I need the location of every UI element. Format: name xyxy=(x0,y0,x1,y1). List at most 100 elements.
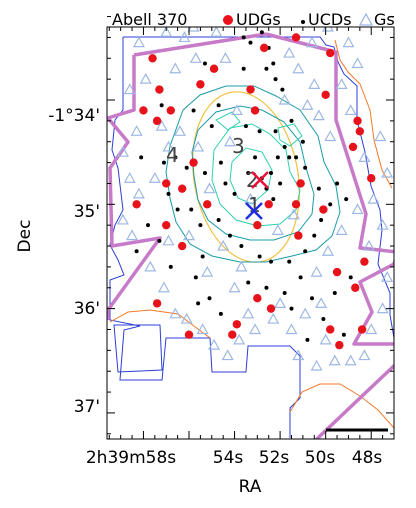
ucd-point xyxy=(280,87,285,92)
gs-point xyxy=(169,307,182,319)
gs-point xyxy=(271,224,284,235)
gs-point xyxy=(342,36,355,48)
orange-contour-top xyxy=(334,39,393,189)
gs-point xyxy=(381,166,394,178)
ucd-point xyxy=(303,249,308,254)
axis-ticks xyxy=(107,16,395,439)
gs-point xyxy=(178,31,191,43)
udg-point xyxy=(264,200,273,209)
x-axis-label: RA xyxy=(239,477,262,497)
ucd-point xyxy=(305,337,310,342)
ucd-point xyxy=(184,165,189,170)
ucd-point xyxy=(193,275,198,280)
udg-point xyxy=(367,174,376,183)
y-tick-label-37: 37' xyxy=(74,397,100,417)
gs-point xyxy=(310,265,323,277)
legend-ucds-marker xyxy=(301,20,305,24)
gs-point xyxy=(292,62,305,74)
gs-point xyxy=(358,151,371,162)
ucd-point xyxy=(191,108,196,113)
udg-point xyxy=(246,85,255,94)
udg-point xyxy=(152,299,162,308)
gs-point xyxy=(223,135,237,147)
ucd-point xyxy=(200,254,205,259)
gs-point xyxy=(187,27,200,32)
gs-point xyxy=(219,52,232,63)
gs-point xyxy=(244,192,257,204)
outer-contour xyxy=(109,36,394,438)
udg-point xyxy=(335,340,344,350)
legend-udgs-marker xyxy=(223,15,233,25)
ucd-point xyxy=(257,254,262,259)
gs-point xyxy=(321,245,334,256)
udg-point xyxy=(319,205,328,214)
ucd-point xyxy=(139,155,144,160)
gs-point xyxy=(235,260,248,272)
ucd-point xyxy=(259,30,264,35)
ucd-point xyxy=(216,103,221,108)
ucd-point xyxy=(246,171,251,176)
gs-point xyxy=(301,98,314,110)
gs-point xyxy=(299,307,312,319)
ucd-point xyxy=(316,186,321,191)
gs-point xyxy=(169,62,182,74)
udg-point xyxy=(321,90,330,99)
gs-point xyxy=(344,354,357,366)
gs-point xyxy=(123,172,136,183)
ucd-point xyxy=(289,118,294,123)
udg-point xyxy=(228,330,237,339)
ucd-point xyxy=(218,311,223,316)
gs-point xyxy=(182,229,196,241)
gs-point xyxy=(278,93,291,105)
udg-point xyxy=(232,320,242,329)
udg-point xyxy=(296,179,305,188)
x-tick-label-58s: 2h39m58s xyxy=(86,448,176,468)
gs-point xyxy=(203,182,216,194)
ucd-point xyxy=(209,124,214,129)
ucd-point xyxy=(257,129,262,134)
gs-point xyxy=(155,119,168,131)
markers-layer xyxy=(116,27,394,371)
ucd-point xyxy=(273,129,278,134)
ucd-point xyxy=(335,181,340,186)
gs-point xyxy=(192,140,205,152)
ucd-point xyxy=(218,160,223,165)
udg-point xyxy=(209,64,219,73)
ucd-point xyxy=(253,155,258,160)
gs-point xyxy=(189,52,202,63)
ucd-point xyxy=(202,61,207,66)
y-tick-label-34: -1°34' xyxy=(48,106,100,126)
ucd-point xyxy=(282,144,287,149)
ucd-point xyxy=(223,181,228,186)
x-tick-label-48s: 48s xyxy=(352,448,383,468)
region-label-2: 2 xyxy=(246,168,259,192)
x-tick-label-54s: 54s xyxy=(213,448,244,468)
gs-point xyxy=(315,297,328,309)
region-label-1: 1 xyxy=(248,193,261,217)
gs-point xyxy=(160,27,173,37)
gs-point xyxy=(310,359,323,371)
udg-point xyxy=(253,220,262,230)
udg-point xyxy=(291,200,301,209)
bcg-cross-blue xyxy=(245,202,263,220)
gs-point xyxy=(283,46,296,58)
gs-point xyxy=(328,354,341,366)
gs-point xyxy=(351,57,364,69)
ucd-point xyxy=(287,259,292,264)
gs-point xyxy=(230,104,243,116)
ucd-point xyxy=(344,197,349,202)
ucd-point xyxy=(239,244,244,249)
gs-point xyxy=(180,312,193,324)
ucd-point xyxy=(202,171,207,176)
udg-point xyxy=(259,43,269,53)
ucd-point xyxy=(271,61,276,66)
gs-point xyxy=(201,265,214,277)
teal-contour-inner xyxy=(211,123,301,227)
ucd-point xyxy=(175,207,180,212)
ucd-point xyxy=(264,285,269,290)
x-tick-label-52s: 52s xyxy=(259,448,290,468)
udg-point xyxy=(357,325,367,334)
udg-point xyxy=(152,116,162,126)
x-tick-label-50s: 50s xyxy=(305,448,336,468)
